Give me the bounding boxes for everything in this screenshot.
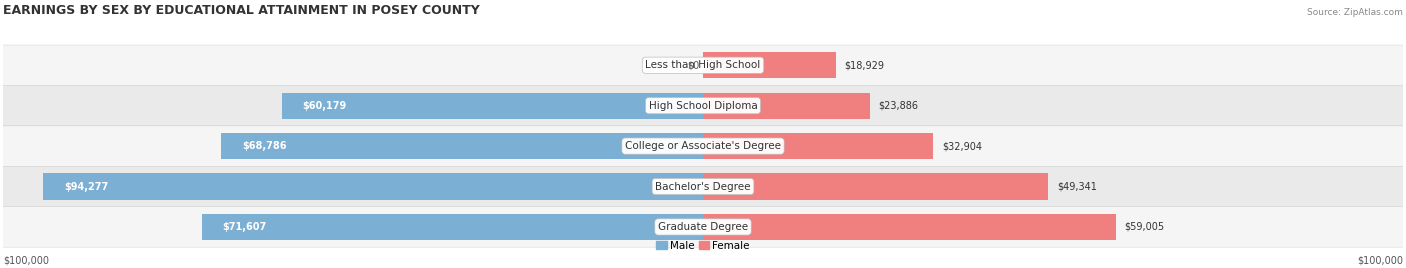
- Bar: [703, 133, 934, 159]
- Bar: [703, 214, 1116, 240]
- Text: $100,000: $100,000: [1357, 255, 1403, 265]
- Text: Source: ZipAtlas.com: Source: ZipAtlas.com: [1308, 8, 1403, 17]
- Bar: [703, 92, 870, 119]
- Bar: [42, 173, 703, 200]
- Text: $32,904: $32,904: [942, 141, 981, 151]
- Text: Bachelor's Degree: Bachelor's Degree: [655, 181, 751, 192]
- Text: $94,277: $94,277: [63, 181, 108, 192]
- Bar: [281, 92, 703, 119]
- Text: $18,929: $18,929: [844, 60, 884, 70]
- Text: $0: $0: [688, 60, 700, 70]
- FancyBboxPatch shape: [3, 126, 1403, 166]
- Text: $49,341: $49,341: [1057, 181, 1097, 192]
- Text: $60,179: $60,179: [302, 101, 347, 111]
- Text: Graduate Degree: Graduate Degree: [658, 222, 748, 232]
- Bar: [703, 52, 835, 78]
- Bar: [221, 133, 703, 159]
- Text: $23,886: $23,886: [879, 101, 918, 111]
- Text: EARNINGS BY SEX BY EDUCATIONAL ATTAINMENT IN POSEY COUNTY: EARNINGS BY SEX BY EDUCATIONAL ATTAINMEN…: [3, 4, 479, 17]
- FancyBboxPatch shape: [3, 207, 1403, 247]
- Text: High School Diploma: High School Diploma: [648, 101, 758, 111]
- Text: College or Associate's Degree: College or Associate's Degree: [626, 141, 780, 151]
- Legend: Male, Female: Male, Female: [652, 237, 754, 255]
- Bar: [201, 214, 703, 240]
- FancyBboxPatch shape: [3, 166, 1403, 207]
- FancyBboxPatch shape: [3, 85, 1403, 126]
- Bar: [703, 173, 1049, 200]
- Text: Less than High School: Less than High School: [645, 60, 761, 70]
- Text: $71,607: $71,607: [222, 222, 267, 232]
- Text: $68,786: $68,786: [242, 141, 287, 151]
- Text: $100,000: $100,000: [3, 255, 49, 265]
- Text: $59,005: $59,005: [1125, 222, 1164, 232]
- FancyBboxPatch shape: [3, 45, 1403, 85]
